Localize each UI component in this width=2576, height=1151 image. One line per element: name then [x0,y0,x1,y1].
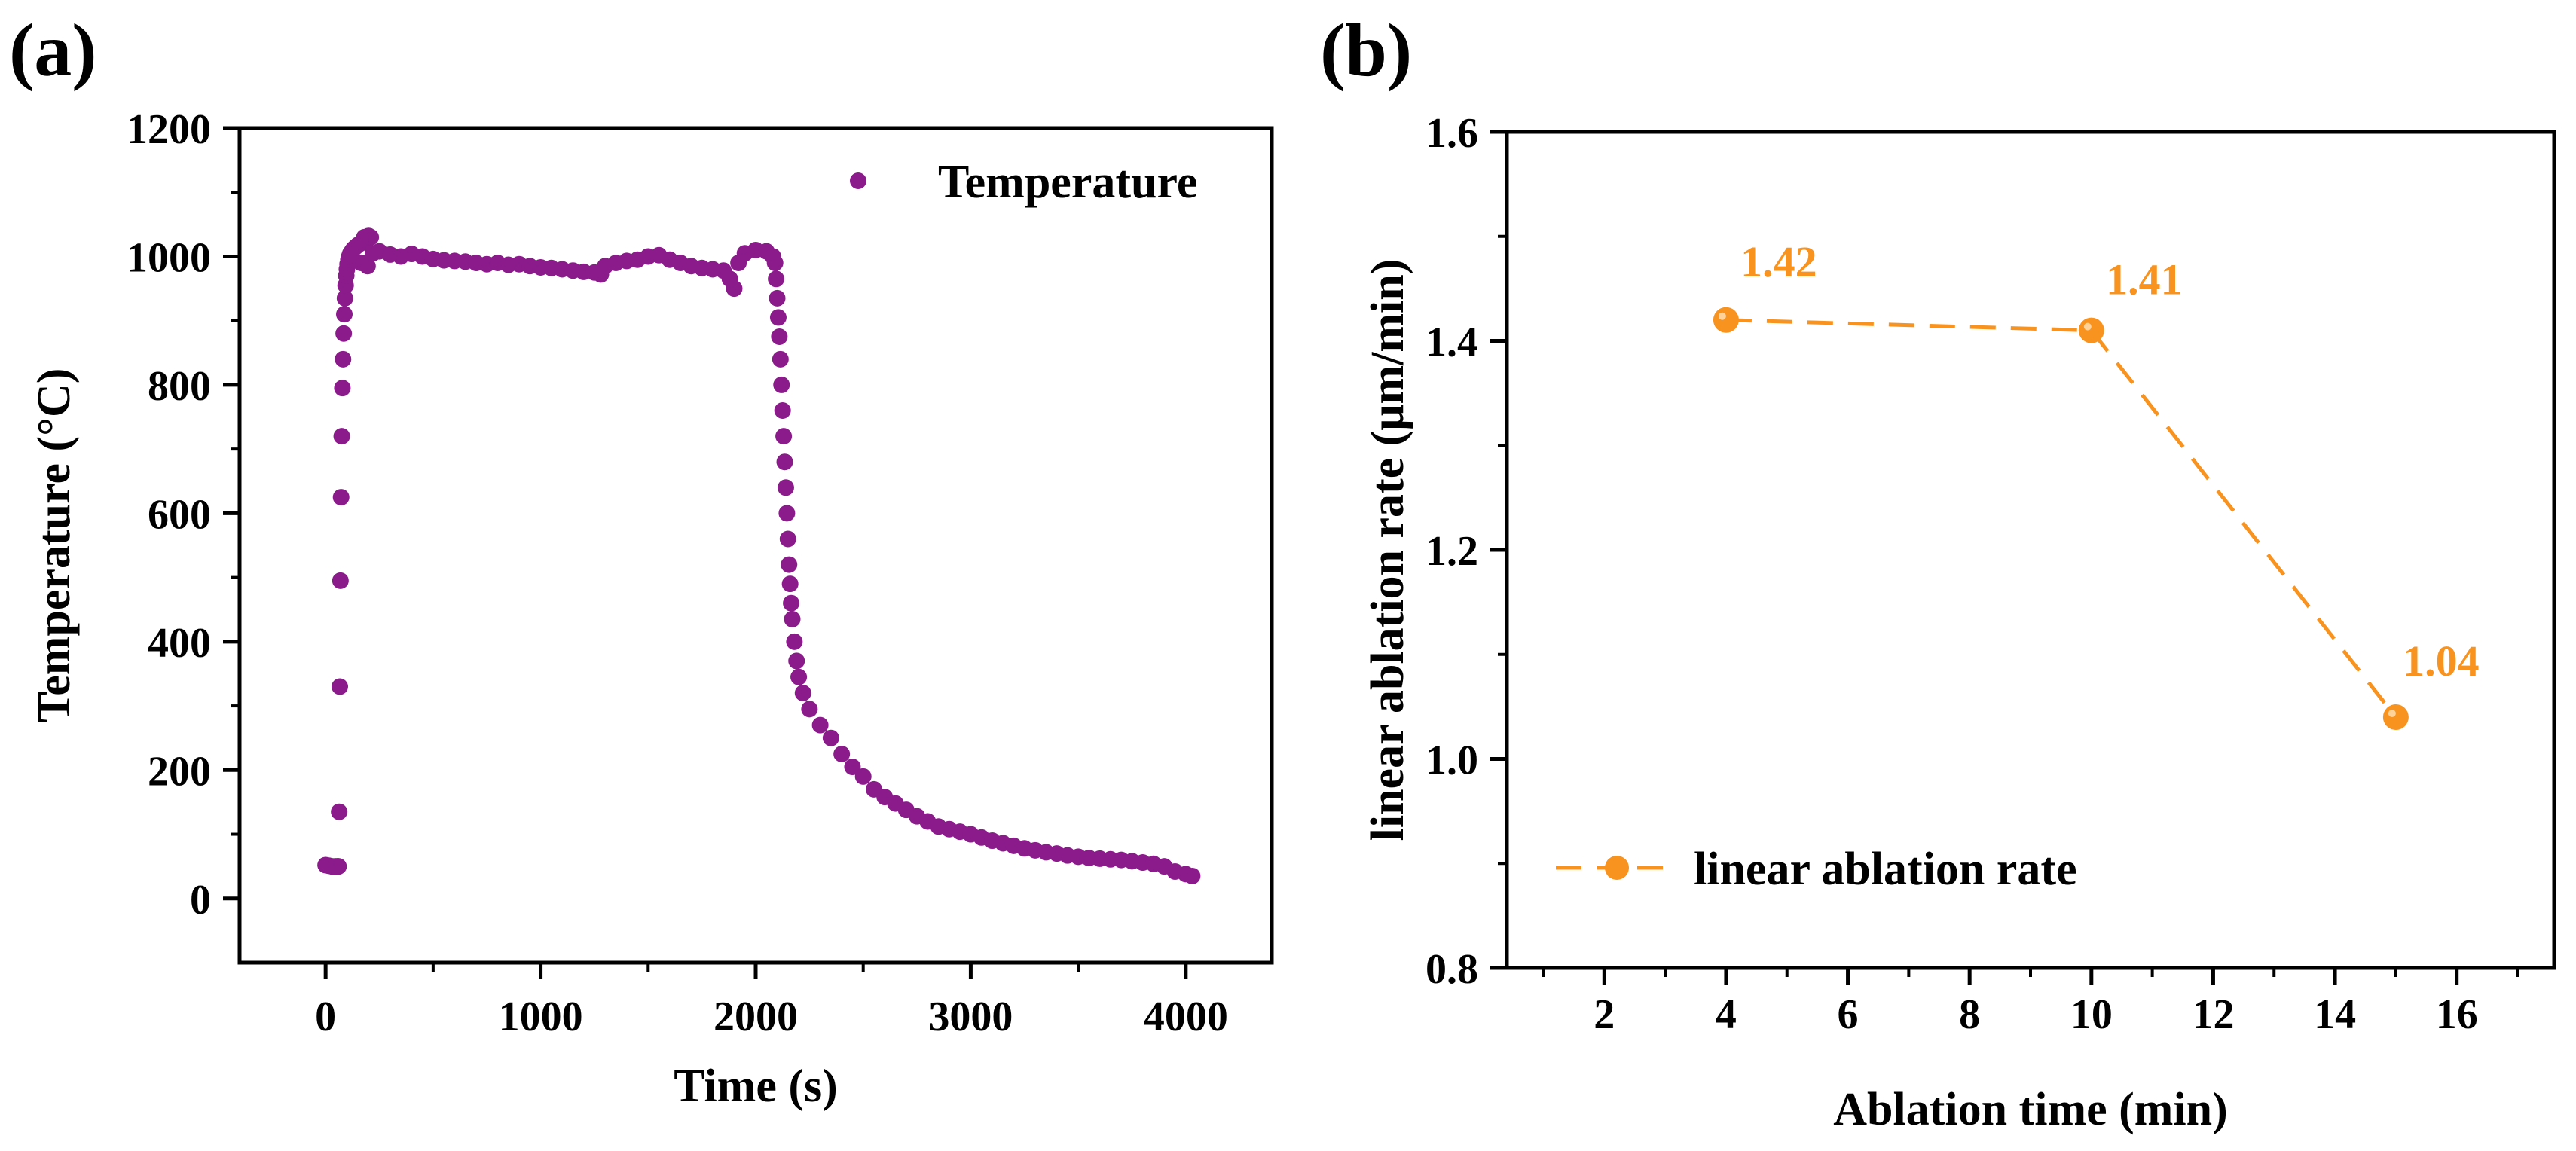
panel-a-x-tick-label: 4000 [1144,994,1228,1040]
panel-a-x-tick-label: 0 [315,994,336,1040]
panel-a-x-tick-label: 2000 [714,994,798,1040]
panel-b-label: (b) [1320,8,1412,92]
temperature-point [769,289,786,307]
panel-b-y-tick-label: 1.0 [1426,737,1478,784]
ablation-rate-data-label: 1.04 [2403,637,2480,685]
ablation-rate-point-highlight [2083,322,2092,331]
panel-a-label: (a) [9,8,97,92]
panel-b-y-axis-label: linear ablation rate (μm/min) [1362,259,1413,841]
panel-a-y-tick-label: 200 [148,748,211,795]
temperature-point [811,716,829,734]
ablation-rate-point-highlight [1718,312,1726,320]
panel-b-y-ticks: 0.8 1.0 1.2 1.4 1.6 [1426,110,1507,993]
temperature-point [778,505,796,522]
panel-a-legend: Temperature [850,157,1197,208]
panel-b-ablation-rate-chart: (b) 2 4 6 8 10 12 14 16 0.81.01.21.41.6 1.42 1.4… [1320,8,2556,1135]
panel-b-x-ticks: 2 4 6 8 10 12 14 16 [1542,968,2519,1038]
panel-a-x-tick-label: 1000 [499,994,583,1040]
temperature-point [801,701,818,718]
temperature-point [330,858,347,875]
temperature-point [726,280,743,298]
panel-b-x-tick-label: 2 [1594,991,1615,1038]
temperature-point [776,453,793,471]
panel-a-y-tick-label: 800 [148,363,211,410]
ablation-rate-line [1725,318,2397,719]
temperature-point [790,668,808,685]
panel-a-plot-area [317,227,1201,884]
panel-b-y-tick-label: 1.4 [1426,319,1478,366]
panel-b-x-tick-label: 10 [2070,991,2113,1038]
panel-a-y-tick-label: 0 [190,877,211,924]
temperature-point [788,652,805,670]
temperature-point [844,759,861,776]
temperature-point [334,380,351,397]
temperature-point [833,746,851,762]
temperature-point [786,633,803,650]
temperature-point [774,402,791,420]
temperature-point [773,376,790,393]
temperature-point [771,328,788,345]
temperature-point [1184,867,1201,884]
temperature-point [775,428,793,445]
panel-b-x-tick-label: 14 [2314,991,2356,1038]
temperature-point [333,428,350,445]
temperature-point [772,350,789,368]
temperature-point [362,228,380,246]
temperature-point [332,678,349,695]
panel-b-x-tick-label: 8 [1959,991,1980,1038]
panel-b-x-tick-label: 12 [2192,991,2234,1038]
panel-a-y-ticks: 0 200 400 600 800 1000 1200 [127,106,240,924]
temperature-point [781,556,798,573]
panel-b-legend: linear ablation rate [1556,844,2077,895]
panel-a-y-axis-label: Temperature (°C) [29,368,80,723]
temperature-point [331,803,348,820]
panel-b-x-tick-label: 6 [1838,991,1859,1038]
panel-a-y-tick-label: 400 [148,620,211,667]
temperature-point [777,479,794,496]
temperature-point [784,611,801,628]
ablation-rate-point [1713,307,1739,333]
panel-b-x-tick-label: 4 [1716,991,1737,1038]
panel-a-y-tick-label: 1200 [127,106,211,153]
temperature-point [794,685,811,702]
temperature-point [359,258,376,275]
panel-a-x-axis-label: Time (s) [674,1061,838,1112]
temperature-point [779,530,796,548]
panel-a-y-tick-label: 600 [148,491,211,538]
temperature-point [332,572,349,589]
panel-b-y-tick-label: 0.8 [1426,946,1478,993]
temperature-point [336,289,353,307]
ablation-rate-data-label: 1.42 [1740,237,1817,286]
ablation-rate-point [2078,317,2104,343]
panel-a-legend-label: Temperature [938,157,1197,208]
ablation-rate-point [2382,704,2409,730]
temperature-point [332,489,350,506]
temperature-point [781,576,799,593]
panel-b-y-tick-label: 1.6 [1426,110,1478,157]
panel-a-x-ticks: 0 1000 2000 3000 4000 [315,963,1228,1040]
temperature-point [822,729,839,746]
panel-b-legend-label: linear ablation rate [1694,844,2077,895]
panel-b-legend-marker [1605,856,1629,880]
panel-a-temperature-chart: (a) 0 1000 2000 3000 4000 0 200 400 600 800 1000 1… [9,8,1274,1112]
temperature-point [769,309,787,326]
panel-b-x-axis-label: Ablation time (min) [1833,1084,2228,1135]
temperature-point [335,325,353,342]
panel-b-plot-area: 1.42 1.41 1.04 [1713,237,2480,730]
panel-a-legend-marker [850,172,866,189]
panel-a-y-tick-label: 1000 [127,234,211,281]
panel-b-y-tick-label: 1.2 [1426,528,1478,575]
temperature-point [335,350,352,368]
temperature-point [766,254,784,271]
panel-b-x-tick-label: 16 [2436,991,2478,1038]
temperature-point [335,306,353,323]
temperature-point [783,594,800,612]
temperature-point [768,270,785,288]
panel-a-x-tick-label: 3000 [928,994,1013,1040]
ablation-rate-data-label: 1.41 [2106,255,2183,304]
ablation-rate-point-highlight [2388,710,2396,717]
temperature-point [854,768,872,785]
